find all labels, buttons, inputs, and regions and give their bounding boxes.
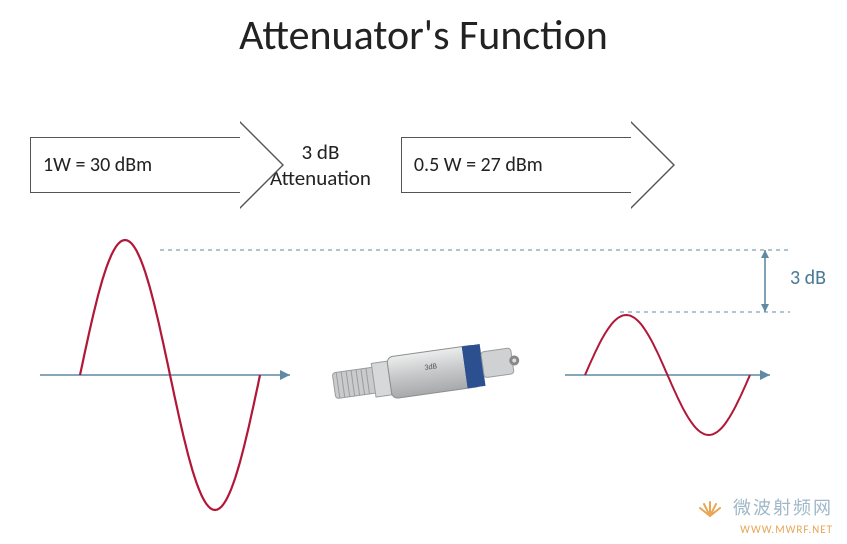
svg-text:3dB: 3dB [424,361,439,373]
page-title: Attenuator's Function [0,10,847,61]
input-arrow: 1W = 30 dBm [30,130,240,200]
output-arrow-label: 0.5 W = 27 dBm [401,137,631,193]
db-callout: 3 dB [790,266,826,290]
attenuation-line2: Attenuation [270,165,371,191]
watermark-url: WWW.MWRF.NET [697,523,833,536]
watermark: 微波射频网 WWW.MWRF.NET [697,494,833,536]
attenuator-device: 3dB [325,330,525,415]
arrow-row: 1W = 30 dBm 3 dB Attenuation 0.5 W = 27 … [30,120,837,210]
input-arrow-label: 1W = 30 dBm [30,137,240,193]
output-arrow: 0.5 W = 27 dBm [401,130,631,200]
watermark-icon [697,498,723,523]
watermark-cn: 微波射频网 [733,497,833,519]
attenuation-line1: 3 dB [270,139,371,165]
wave-diagram: 3 dB [30,230,820,520]
